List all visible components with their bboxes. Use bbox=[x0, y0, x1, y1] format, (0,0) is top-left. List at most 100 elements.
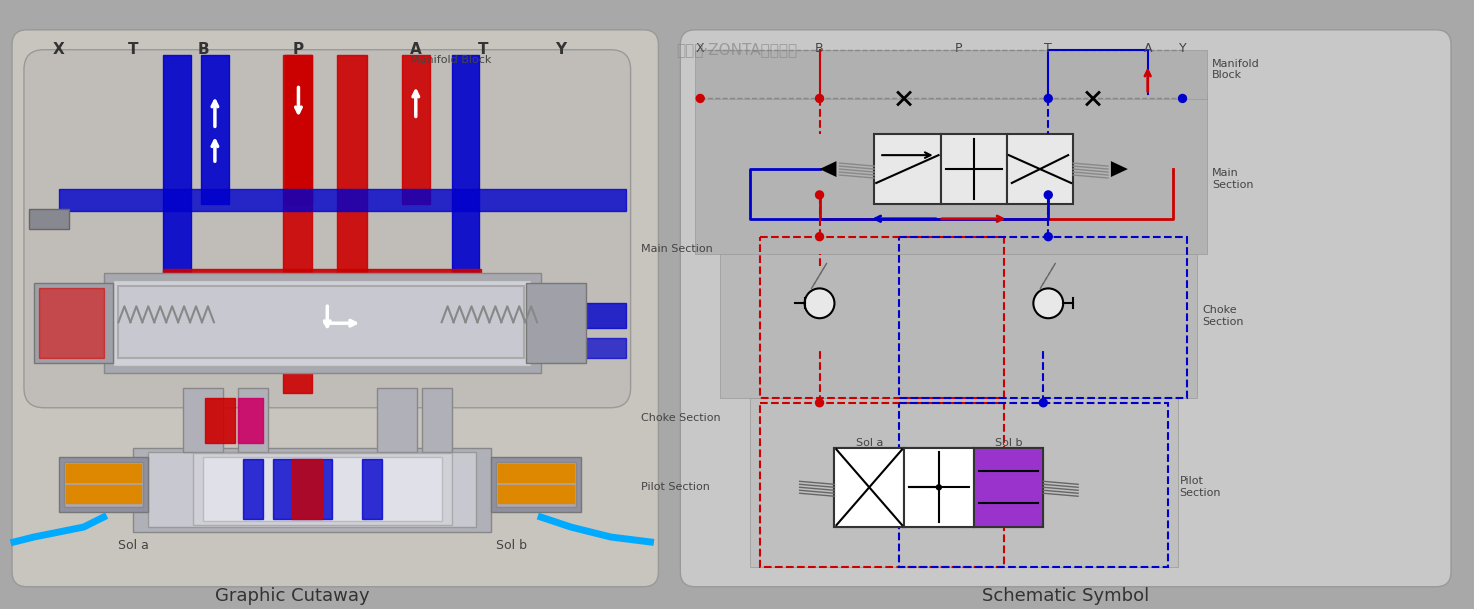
Bar bbox=[422, 388, 451, 452]
Circle shape bbox=[1044, 233, 1052, 241]
Bar bbox=[103, 273, 541, 373]
Bar bbox=[237, 398, 262, 443]
Bar bbox=[205, 398, 234, 443]
Bar bbox=[402, 55, 430, 204]
Text: T: T bbox=[478, 42, 489, 57]
Bar bbox=[59, 303, 625, 328]
Bar bbox=[834, 448, 904, 527]
Text: Choke Section: Choke Section bbox=[641, 413, 721, 423]
Bar bbox=[59, 338, 625, 358]
Bar bbox=[750, 398, 1178, 567]
Text: Schematic Symbol: Schematic Symbol bbox=[982, 586, 1148, 605]
Polygon shape bbox=[820, 161, 836, 177]
Text: Graphic Cutaway: Graphic Cutaway bbox=[215, 586, 370, 605]
Text: Sol b: Sol b bbox=[995, 437, 1023, 448]
Bar bbox=[38, 289, 103, 358]
Circle shape bbox=[815, 399, 824, 407]
Bar bbox=[66, 485, 142, 503]
Bar bbox=[38, 289, 103, 358]
Bar bbox=[451, 55, 479, 353]
Circle shape bbox=[815, 191, 824, 199]
Text: Pilot
Section: Pilot Section bbox=[1179, 476, 1220, 498]
Bar bbox=[149, 452, 476, 527]
Bar bbox=[283, 55, 312, 393]
Circle shape bbox=[936, 485, 942, 490]
Circle shape bbox=[1044, 94, 1052, 102]
Bar bbox=[273, 459, 332, 519]
Bar bbox=[118, 286, 525, 358]
Text: Choke
Section: Choke Section bbox=[1203, 306, 1244, 327]
Text: P: P bbox=[955, 42, 963, 55]
Bar bbox=[1007, 134, 1073, 204]
FancyBboxPatch shape bbox=[24, 50, 631, 408]
Bar bbox=[237, 388, 268, 452]
Bar bbox=[834, 448, 904, 527]
Bar bbox=[761, 237, 1004, 398]
Bar bbox=[904, 448, 974, 527]
Circle shape bbox=[1033, 289, 1063, 319]
Bar bbox=[29, 209, 69, 229]
Bar bbox=[292, 459, 323, 519]
Bar bbox=[243, 459, 262, 519]
Bar bbox=[696, 50, 1207, 99]
Bar bbox=[899, 237, 1188, 398]
Text: Manifold
Block: Manifold Block bbox=[1212, 59, 1260, 80]
Circle shape bbox=[696, 94, 705, 102]
Circle shape bbox=[1179, 94, 1187, 102]
Text: A: A bbox=[1144, 42, 1153, 55]
Bar bbox=[59, 189, 625, 211]
Bar bbox=[904, 448, 974, 527]
Circle shape bbox=[815, 94, 824, 102]
Bar bbox=[113, 280, 531, 366]
Bar bbox=[491, 457, 581, 512]
Text: P: P bbox=[293, 42, 304, 57]
Text: Main
Section: Main Section bbox=[1212, 168, 1254, 190]
Bar bbox=[363, 459, 382, 519]
Bar bbox=[497, 462, 576, 507]
Bar bbox=[59, 457, 149, 512]
Bar bbox=[696, 94, 1207, 253]
Text: X: X bbox=[696, 42, 705, 55]
Circle shape bbox=[1039, 399, 1047, 407]
Bar bbox=[63, 462, 143, 507]
Circle shape bbox=[1044, 191, 1052, 199]
Bar bbox=[338, 55, 367, 343]
Bar bbox=[721, 234, 1197, 398]
Bar bbox=[874, 134, 940, 204]
Circle shape bbox=[815, 233, 824, 241]
Text: Y: Y bbox=[556, 42, 566, 57]
Text: 公众号·ZONTA中泰机电: 公众号·ZONTA中泰机电 bbox=[677, 42, 797, 57]
Text: B: B bbox=[815, 42, 824, 55]
Text: Main Section: Main Section bbox=[641, 244, 712, 253]
Bar bbox=[200, 55, 228, 204]
Text: Y: Y bbox=[1179, 42, 1187, 55]
Text: X: X bbox=[53, 42, 65, 57]
Bar bbox=[899, 403, 1167, 567]
Bar bbox=[183, 388, 223, 452]
Bar bbox=[974, 448, 1044, 527]
Bar bbox=[164, 269, 482, 290]
Polygon shape bbox=[1111, 161, 1128, 177]
Text: T: T bbox=[1045, 42, 1052, 55]
Bar bbox=[498, 485, 573, 503]
Text: Sol b: Sol b bbox=[495, 539, 526, 552]
Bar bbox=[284, 55, 312, 204]
Bar bbox=[193, 454, 451, 525]
Bar bbox=[940, 134, 1007, 204]
Text: A: A bbox=[410, 42, 422, 57]
Bar bbox=[498, 465, 573, 482]
Text: Pilot Section: Pilot Section bbox=[641, 482, 709, 492]
Bar bbox=[761, 403, 1004, 567]
Bar bbox=[34, 283, 113, 363]
Circle shape bbox=[805, 289, 834, 319]
Text: B: B bbox=[198, 42, 209, 57]
Text: Manifold Block: Manifold Block bbox=[410, 55, 491, 65]
Bar bbox=[526, 283, 585, 363]
FancyBboxPatch shape bbox=[681, 30, 1450, 586]
Bar bbox=[133, 448, 491, 532]
Bar bbox=[974, 448, 1044, 527]
Bar bbox=[377, 388, 417, 452]
Text: Sol a: Sol a bbox=[855, 437, 883, 448]
Text: T: T bbox=[128, 42, 139, 57]
Bar bbox=[164, 55, 192, 353]
